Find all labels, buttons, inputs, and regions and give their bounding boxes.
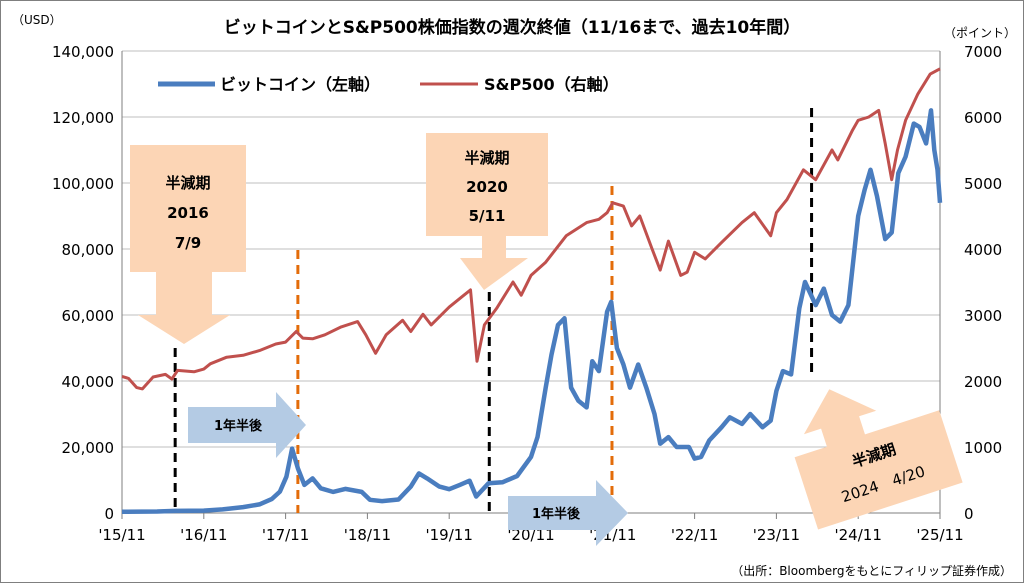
halving-2016-callout: 半減期 2016 7/9 (130, 145, 246, 344)
y-left-tick-label: 20,000 (62, 439, 115, 457)
right-axis-unit: （ポイント） (944, 26, 1016, 40)
plus-1-5y-arrow-1-label: 1年半後 (214, 418, 263, 434)
y-left-tick-label: 0 (104, 505, 114, 523)
x-tick-label: '15/11 (98, 526, 145, 544)
x-tick-label: '17/11 (262, 526, 309, 544)
y-right-tick-label: 1000 (964, 439, 1002, 457)
source-note: （出所：Bloombergをもとにフィリップ証券作成） (731, 563, 1012, 578)
y-left-tick-label: 120,000 (52, 109, 114, 127)
legend: ビットコイン（左軸） S&P500（右軸） (158, 75, 619, 94)
x-tick-label: '22/11 (671, 526, 718, 544)
y-right-tick-label: 0 (964, 505, 974, 523)
y-right-tick-label: 6000 (964, 109, 1002, 127)
x-tick-label: '16/11 (180, 526, 227, 544)
plus-1-5y-arrow-1-shape (188, 392, 306, 458)
left-axis-unit: （USD） (12, 13, 62, 27)
bitcoin-line (121, 108, 943, 515)
y-right-tick-label: 4000 (964, 241, 1002, 259)
chart-title: ビットコインとS&P500株価指数の週次終値（11/16まで、過去10年間） (224, 17, 801, 38)
plus-1-5y-arrow-2-shape (508, 480, 628, 546)
halving-2016-label-1: 半減期 (165, 174, 210, 192)
x-tick-label: '18/11 (344, 526, 391, 544)
x-tick-label: '20/11 (507, 526, 554, 544)
halving-2024-arrow-shape (794, 389, 963, 530)
y-right-tick-label: 2000 (964, 373, 1002, 391)
halving-2020-label-3: 5/11 (469, 207, 506, 225)
halving-2016-label-2: 2016 (167, 204, 209, 222)
x-tick-label: '23/11 (753, 526, 800, 544)
legend-label-sp500: S&P500（右軸） (484, 75, 619, 94)
y-right-tick-label: 3000 (964, 307, 1002, 325)
halving-2020-callout: 半減期 2020 5/11 (426, 133, 548, 290)
plus-1-5y-arrow-2-label: 1年半後 (532, 506, 581, 522)
halving-2020-arrow-shape (426, 133, 548, 290)
y-left-tick-label: 40,000 (62, 373, 115, 391)
y-right-tick-label: 5000 (964, 175, 1002, 193)
y-left-tick-label: 80,000 (62, 241, 115, 259)
y-right-tick-label: 7000 (964, 43, 1002, 61)
x-tick-label: '25/11 (916, 526, 963, 544)
legend-label-bitcoin: ビットコイン（左軸） (220, 75, 380, 94)
x-tick-label: '19/11 (426, 526, 473, 544)
halving-2020-label-2: 2020 (466, 178, 508, 196)
sp500-line (121, 67, 941, 391)
halving-2020-label-1: 半減期 (464, 149, 509, 167)
halving-2016-arrow-shape (130, 145, 246, 344)
halving-2016-label-3: 7/9 (175, 234, 201, 252)
event-lines (173, 108, 814, 513)
y-left-tick-label: 60,000 (62, 307, 115, 325)
plus-1-5y-arrow-2: 1年半後 (508, 480, 628, 546)
x-tick-label: '24/11 (835, 526, 882, 544)
y-left-tick-label: 140,000 (52, 43, 114, 61)
plus-1-5y-arrow-1: 1年半後 (188, 392, 306, 458)
gridlines (121, 50, 941, 514)
y-left-tick-label: 100,000 (52, 175, 114, 193)
axis-ticks: 0 20,000 40,000 60,000 80,000 100,000 120,000 1… (52, 43, 1002, 544)
